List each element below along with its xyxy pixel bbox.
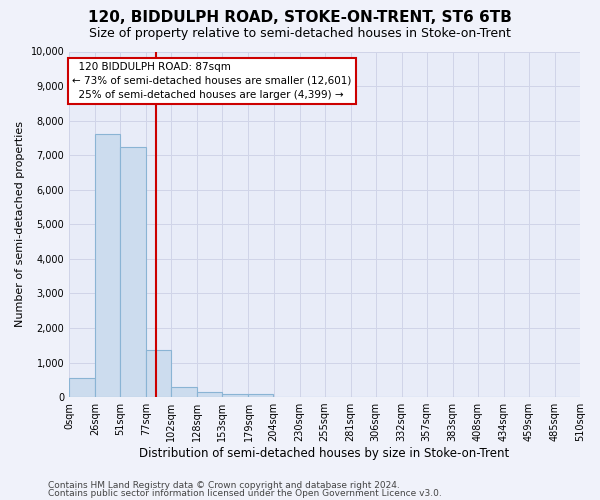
Bar xyxy=(120,146,146,397)
Bar xyxy=(69,378,95,397)
Text: Contains HM Land Registry data © Crown copyright and database right 2024.: Contains HM Land Registry data © Crown c… xyxy=(48,481,400,490)
Text: Contains public sector information licensed under the Open Government Licence v3: Contains public sector information licen… xyxy=(48,488,442,498)
Text: 120, BIDDULPH ROAD, STOKE-ON-TRENT, ST6 6TB: 120, BIDDULPH ROAD, STOKE-ON-TRENT, ST6 … xyxy=(88,10,512,25)
Bar xyxy=(172,386,197,397)
Bar xyxy=(248,394,274,397)
Bar xyxy=(95,134,120,397)
Bar xyxy=(197,392,223,397)
Bar xyxy=(223,394,248,397)
Bar xyxy=(146,350,172,397)
Text: Size of property relative to semi-detached houses in Stoke-on-Trent: Size of property relative to semi-detach… xyxy=(89,28,511,40)
X-axis label: Distribution of semi-detached houses by size in Stoke-on-Trent: Distribution of semi-detached houses by … xyxy=(139,447,510,460)
Text: 120 BIDDULPH ROAD: 87sqm
← 73% of semi-detached houses are smaller (12,601)
  25: 120 BIDDULPH ROAD: 87sqm ← 73% of semi-d… xyxy=(72,62,352,100)
Y-axis label: Number of semi-detached properties: Number of semi-detached properties xyxy=(15,122,25,328)
